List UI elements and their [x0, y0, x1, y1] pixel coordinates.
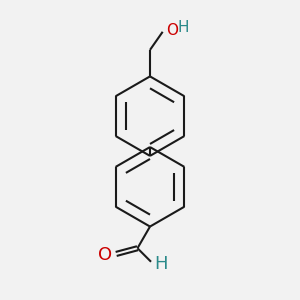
Text: O: O: [98, 246, 112, 264]
Text: H: H: [178, 20, 190, 35]
Text: H: H: [154, 254, 168, 272]
Text: O: O: [167, 23, 178, 38]
